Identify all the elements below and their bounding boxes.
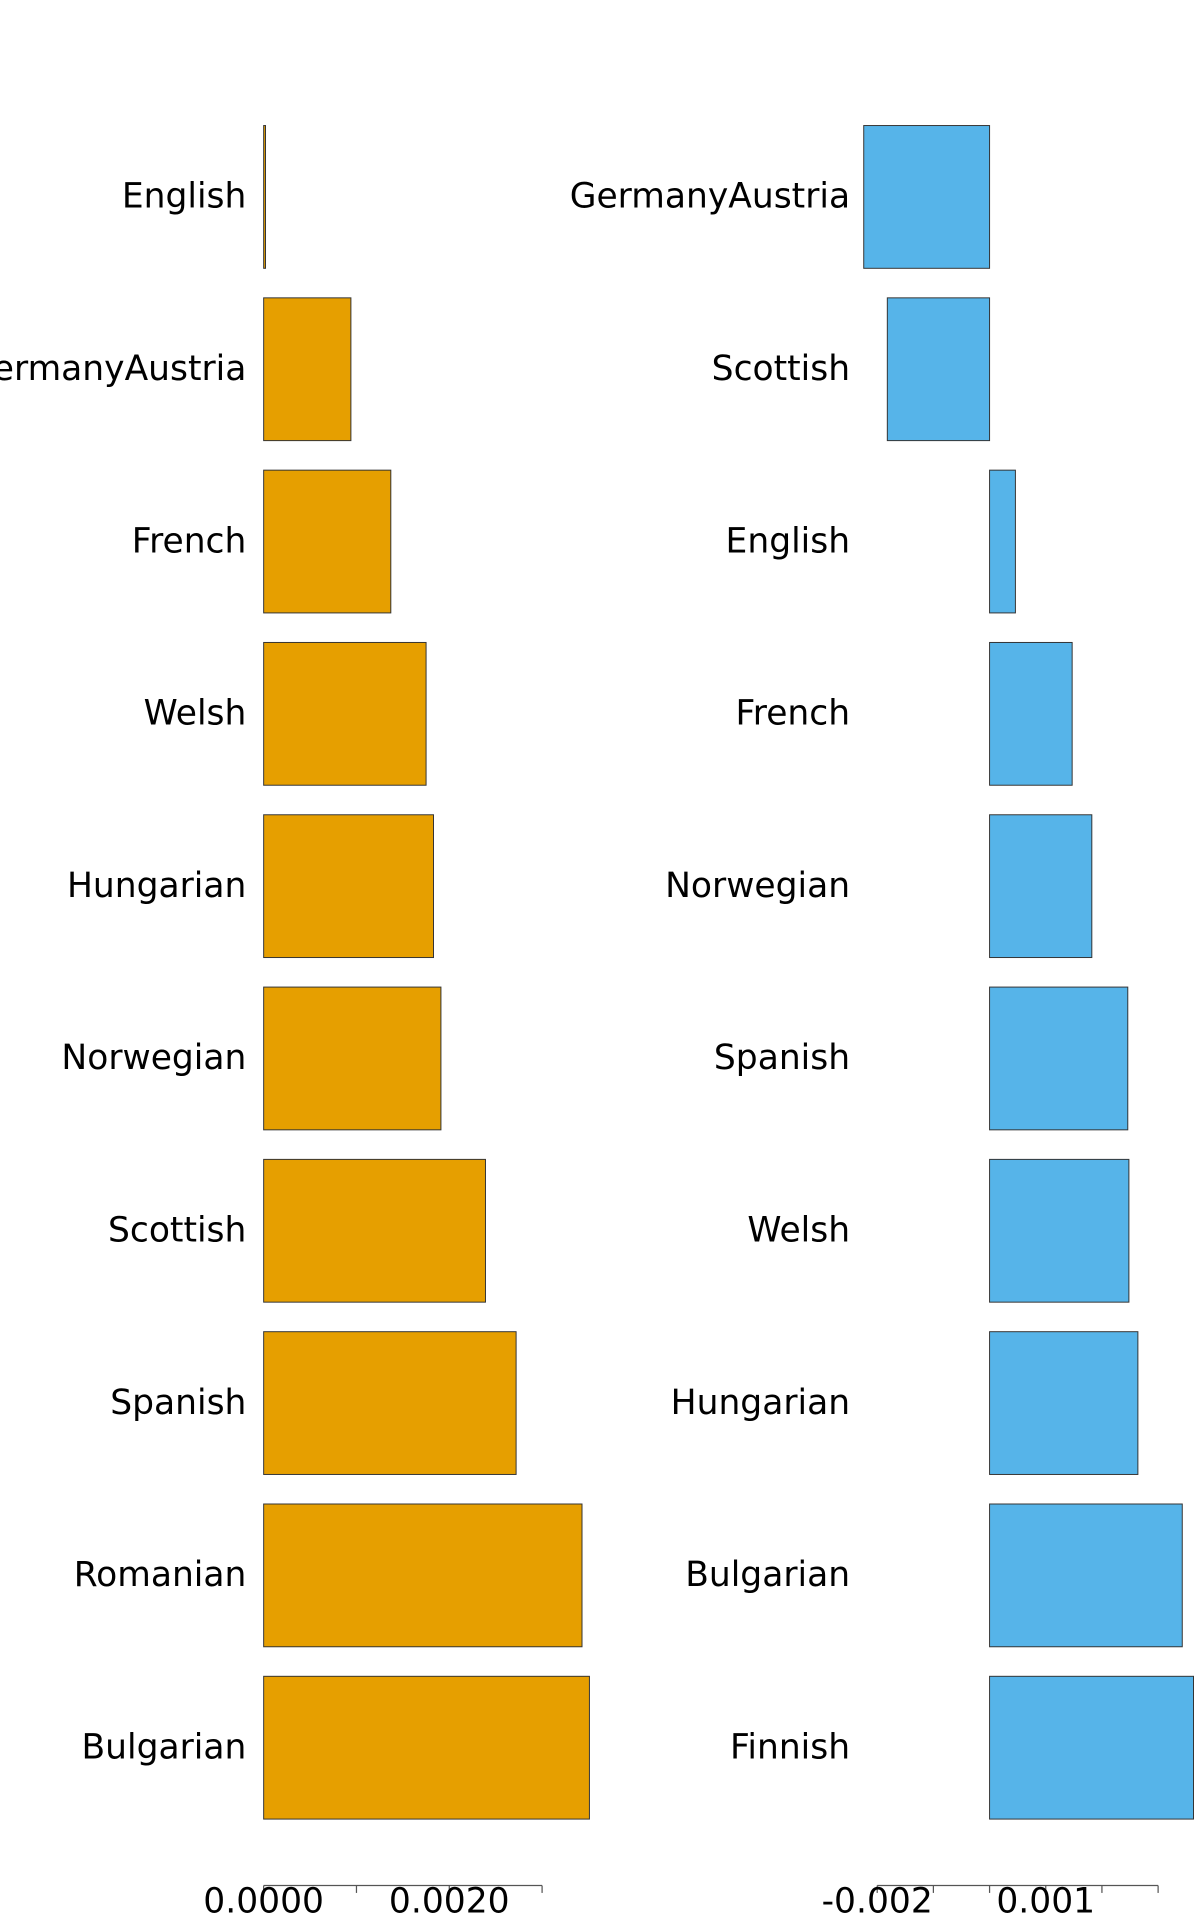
y-tick-label: Welsh <box>144 694 247 734</box>
bar <box>263 297 352 442</box>
bar <box>263 986 442 1131</box>
bar <box>989 641 1073 786</box>
y-tick-label: Bulgarian <box>685 1555 850 1595</box>
y-tick-label: Finnish <box>730 1727 850 1767</box>
bar <box>989 1158 1130 1303</box>
bar <box>989 1675 1194 1820</box>
y-tick-label: Norwegian <box>61 1038 246 1078</box>
bar <box>886 297 991 442</box>
y-tick-label: Hungarian <box>67 866 246 906</box>
bar <box>989 986 1129 1131</box>
bar <box>263 1675 590 1820</box>
y-tick-label: Bulgarian <box>82 1727 247 1767</box>
y-tick-label: French <box>132 521 247 561</box>
bar <box>263 1158 486 1303</box>
y-tick-label: French <box>735 694 850 734</box>
y-tick-label: Welsh <box>747 1211 850 1251</box>
bar <box>263 125 267 269</box>
y-tick-label: Romanian <box>74 1555 247 1595</box>
bar <box>863 125 991 269</box>
bar <box>263 641 427 786</box>
x-tick-label: 0.001 <box>996 1881 1095 1920</box>
y-tick-label: Spanish <box>110 1383 246 1423</box>
y-tick-label: English <box>122 177 247 217</box>
bar <box>989 1331 1139 1475</box>
y-tick-label: Scottish <box>712 349 850 389</box>
x-tick-label: 0.0020 <box>389 1881 510 1920</box>
x-tick-label: -0.002 <box>822 1881 933 1920</box>
bar <box>263 1331 517 1475</box>
y-tick-label: GermanyAustria <box>570 177 850 217</box>
bar <box>989 814 1093 959</box>
y-tick-label: Hungarian <box>671 1383 850 1423</box>
y-tick-label: English <box>726 521 851 561</box>
bar <box>989 469 1016 614</box>
bar <box>989 1503 1183 1648</box>
y-tick-label: GermanyAustria <box>0 349 246 389</box>
bar <box>263 814 434 959</box>
y-tick-label: Norwegian <box>665 866 850 906</box>
bar <box>263 1503 583 1648</box>
x-tick-label: 0.0000 <box>203 1881 324 1920</box>
y-tick-label: Spanish <box>714 1038 850 1078</box>
y-tick-label: Scottish <box>108 1211 246 1251</box>
bar <box>263 469 392 614</box>
